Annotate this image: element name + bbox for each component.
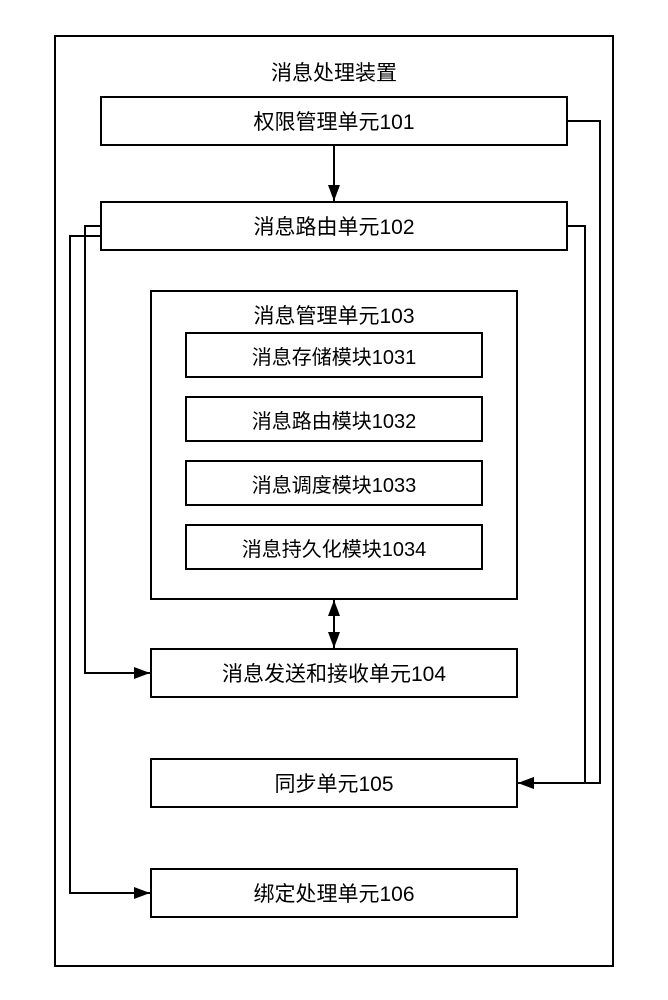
unit102-label: 消息路由单元102 <box>253 211 414 241</box>
unit105: 同步单元105 <box>150 758 518 808</box>
m1033: 消息调度模块1033 <box>185 460 483 506</box>
m1031: 消息存储模块1031 <box>185 332 483 378</box>
m1031-label: 消息存储模块1031 <box>252 341 417 370</box>
unit104-label: 消息发送和接收单元104 <box>222 658 446 688</box>
m1034: 消息持久化模块1034 <box>185 524 483 570</box>
unit101: 权限管理单元101 <box>100 96 568 146</box>
m1034-label: 消息持久化模块1034 <box>242 533 427 562</box>
unit103-label: 消息管理单元103 <box>150 300 518 330</box>
unit102: 消息路由单元102 <box>100 201 568 251</box>
unit105-label: 同步单元105 <box>274 768 393 798</box>
m1032-label: 消息路由模块1032 <box>252 405 417 434</box>
diagram-title: 消息处理装置 <box>54 57 614 87</box>
unit104: 消息发送和接收单元104 <box>150 648 518 698</box>
m1033-label: 消息调度模块1033 <box>252 469 417 498</box>
unit106-label: 绑定处理单元106 <box>253 878 414 908</box>
unit106: 绑定处理单元106 <box>150 868 518 918</box>
m1032: 消息路由模块1032 <box>185 396 483 442</box>
unit101-label: 权限管理单元101 <box>253 106 414 136</box>
